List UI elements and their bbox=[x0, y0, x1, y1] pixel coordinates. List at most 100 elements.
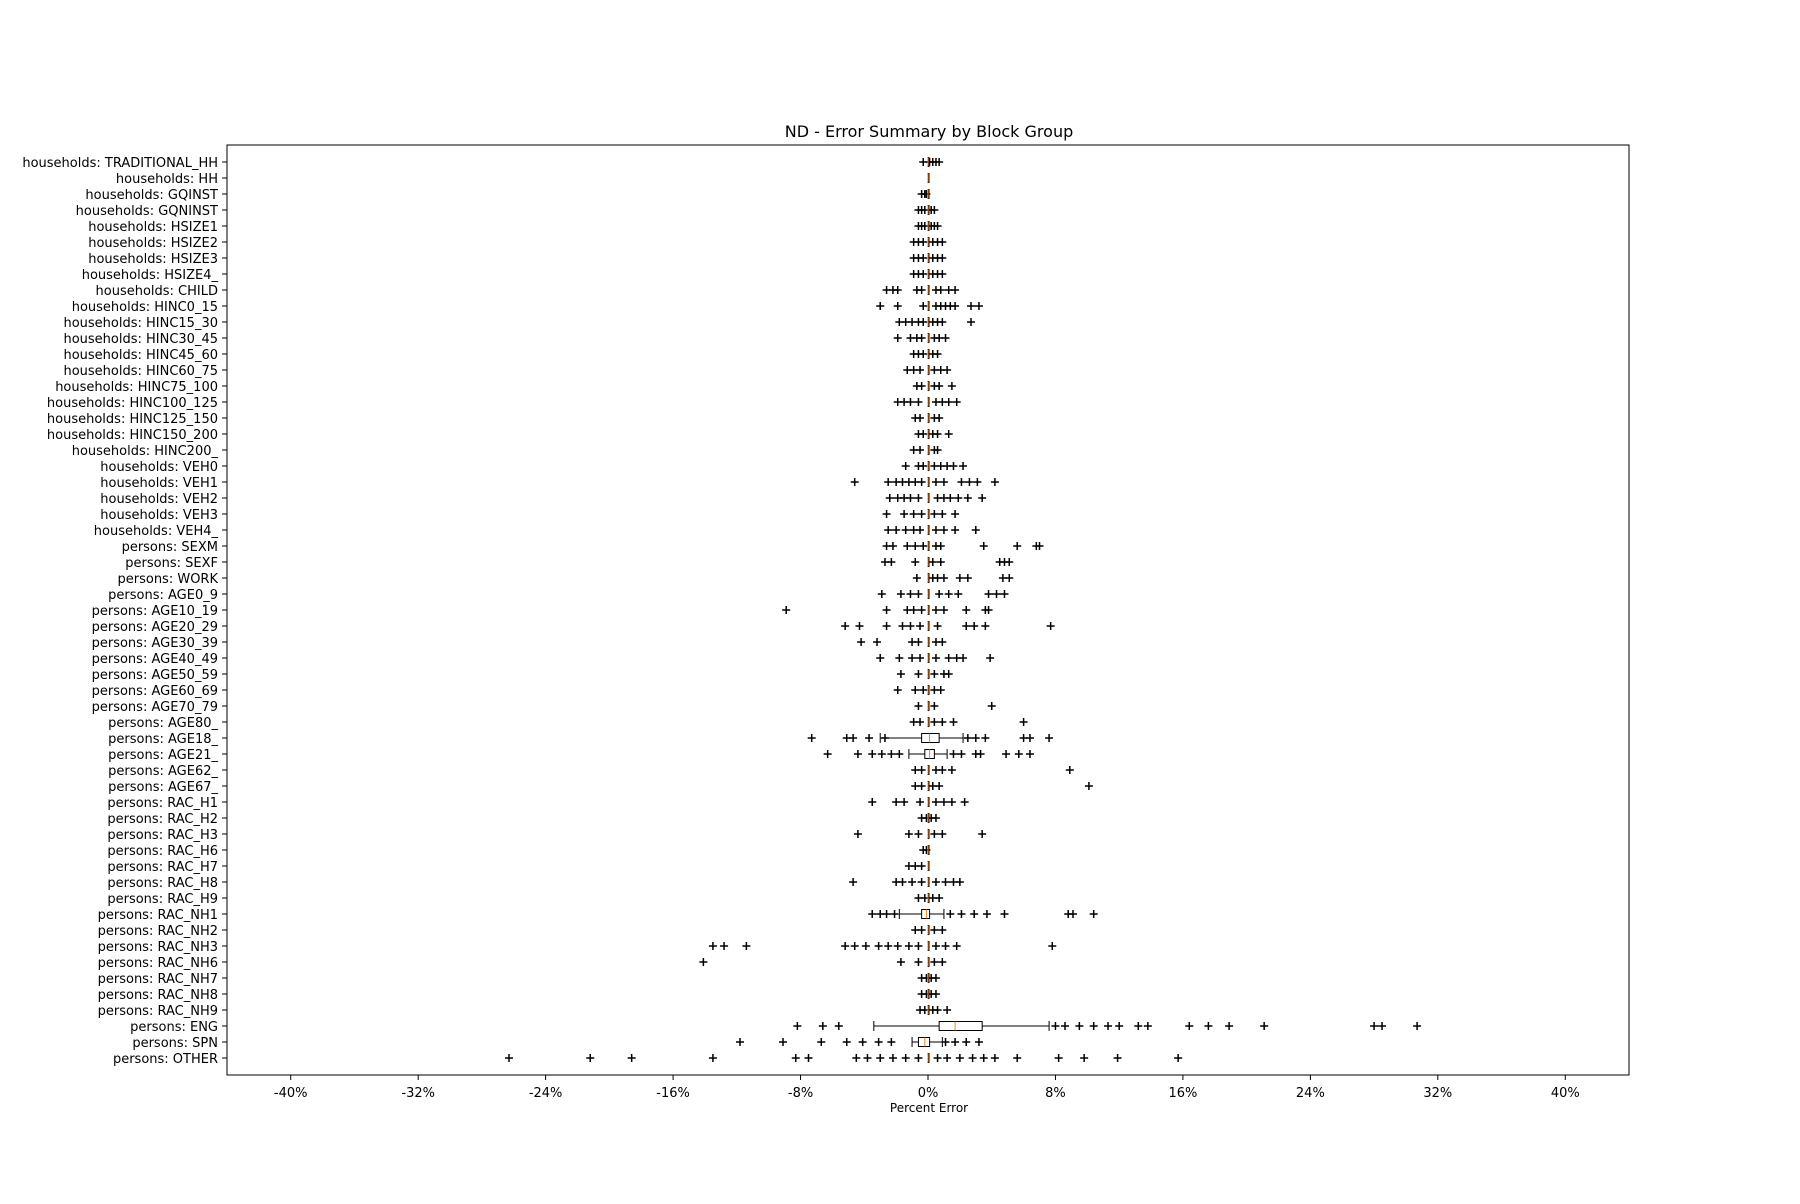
category-label: persons: WORK bbox=[118, 572, 219, 587]
box-row bbox=[909, 717, 1028, 727]
category-label: persons: SEXM bbox=[122, 540, 218, 555]
flier-point bbox=[1000, 910, 1009, 918]
flier-point bbox=[957, 750, 966, 758]
category-label: persons: RAC_NH1 bbox=[98, 908, 218, 923]
category-label: persons: AGE62_ bbox=[108, 764, 218, 779]
flier-point bbox=[876, 302, 885, 310]
box-row bbox=[708, 941, 1057, 951]
category-label: households: CHILD bbox=[96, 284, 218, 299]
flier-point bbox=[990, 1054, 999, 1062]
box-row bbox=[876, 301, 983, 311]
flier-point bbox=[935, 894, 944, 902]
flier-point bbox=[973, 478, 982, 486]
flier-point bbox=[976, 750, 985, 758]
flier-point bbox=[933, 350, 942, 358]
flier-point bbox=[901, 462, 910, 470]
flier-point bbox=[1025, 734, 1034, 742]
flier-point bbox=[1378, 1022, 1387, 1030]
flier-point bbox=[893, 334, 902, 342]
category-label: persons: RAC_H3 bbox=[107, 828, 218, 843]
flier-point bbox=[947, 766, 956, 774]
flier-point bbox=[1068, 910, 1077, 918]
flier-point bbox=[936, 286, 945, 294]
flier-point bbox=[935, 414, 944, 422]
flier-point bbox=[1000, 590, 1009, 598]
flier-point bbox=[951, 302, 960, 310]
flier-point bbox=[916, 798, 925, 806]
category-label: persons: RAC_NH7 bbox=[98, 972, 218, 987]
category-label: persons: OTHER bbox=[113, 1052, 218, 1067]
flier-point bbox=[919, 254, 928, 262]
flier-point bbox=[931, 526, 940, 534]
flier-point bbox=[936, 686, 945, 694]
flier-point bbox=[909, 510, 918, 518]
box-row bbox=[914, 701, 996, 711]
category-label: households: HSIZE3 bbox=[88, 252, 218, 267]
box-iqr bbox=[921, 909, 931, 919]
flier-point bbox=[849, 878, 858, 886]
flier-point bbox=[944, 670, 953, 678]
flier-point bbox=[874, 1038, 883, 1046]
category-label: households: HINC45_60 bbox=[63, 348, 218, 363]
box-row bbox=[911, 925, 947, 935]
category-label: households: VEH0 bbox=[100, 460, 218, 475]
flier-point bbox=[919, 542, 928, 550]
category-label: households: HSIZE1 bbox=[88, 220, 218, 235]
flier-point bbox=[1143, 1022, 1152, 1030]
flier-point bbox=[990, 478, 999, 486]
category-label: persons: AGE18_ bbox=[108, 732, 218, 747]
box-row bbox=[919, 157, 944, 167]
box-row bbox=[857, 637, 947, 647]
flier-point bbox=[1225, 1022, 1234, 1030]
flier-point bbox=[954, 494, 963, 502]
flier-point bbox=[909, 606, 918, 614]
category-label: persons: RAC_H1 bbox=[107, 796, 218, 811]
box-row bbox=[917, 989, 940, 999]
flier-point bbox=[849, 734, 858, 742]
x-tick-label: -24% bbox=[529, 1086, 563, 1101]
category-label: persons: RAC_H2 bbox=[107, 812, 218, 827]
box-row bbox=[699, 957, 947, 967]
flier-point bbox=[911, 542, 920, 550]
flier-point bbox=[916, 446, 925, 454]
flier-point bbox=[868, 910, 877, 918]
flier-point bbox=[782, 606, 791, 614]
flier-point bbox=[928, 558, 937, 566]
flier-point bbox=[842, 1038, 851, 1046]
flier-point bbox=[1204, 1022, 1213, 1030]
flier-point bbox=[917, 478, 926, 486]
flier-point bbox=[962, 1038, 971, 1046]
box-row bbox=[882, 285, 960, 295]
box-row bbox=[911, 413, 944, 423]
flier-point bbox=[887, 558, 896, 566]
category-label: persons: ENG bbox=[130, 1020, 218, 1035]
flier-point bbox=[906, 398, 915, 406]
flier-point bbox=[939, 478, 948, 486]
flier-point bbox=[627, 1054, 636, 1062]
flier-point bbox=[939, 526, 948, 534]
box-row bbox=[901, 461, 968, 471]
flier-point bbox=[877, 590, 886, 598]
box-row bbox=[880, 557, 1014, 567]
flier-point bbox=[954, 590, 963, 598]
category-label: households: GQNINST bbox=[76, 204, 218, 219]
flier-point bbox=[930, 830, 939, 838]
flier-point bbox=[949, 750, 958, 758]
flier-point bbox=[1054, 1054, 1063, 1062]
flier-point bbox=[895, 750, 904, 758]
category-label: persons: AGE10_19 bbox=[92, 604, 218, 619]
flier-point bbox=[979, 1054, 988, 1062]
category-label: households: HSIZE2 bbox=[88, 236, 218, 251]
flier-point bbox=[944, 430, 953, 438]
box-row bbox=[914, 205, 939, 215]
box-row bbox=[914, 893, 944, 903]
flier-point bbox=[912, 574, 921, 582]
box-row bbox=[893, 333, 950, 343]
flier-point bbox=[917, 382, 926, 390]
flier-point bbox=[917, 862, 926, 870]
flier-point bbox=[931, 942, 940, 950]
flier-point bbox=[911, 686, 920, 694]
flier-point bbox=[944, 654, 953, 662]
flier-point bbox=[914, 942, 923, 950]
box-row bbox=[868, 909, 1098, 919]
